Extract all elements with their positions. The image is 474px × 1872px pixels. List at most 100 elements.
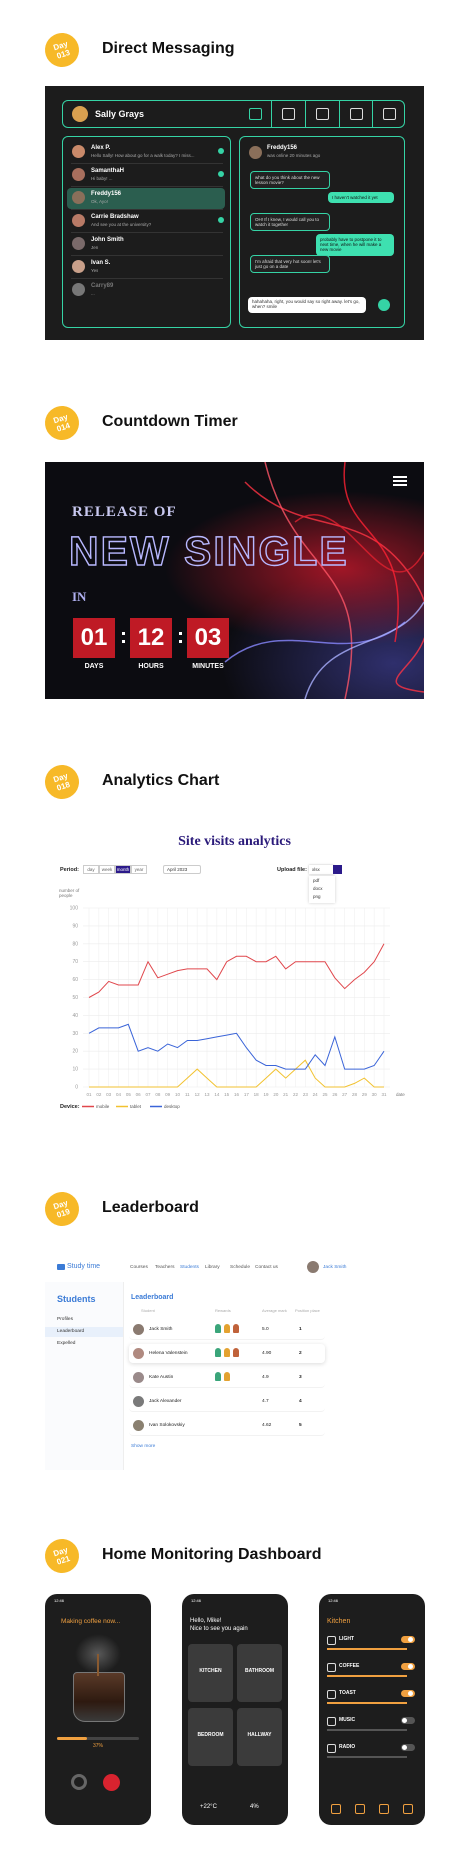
x-tick-label: 30 bbox=[372, 1092, 378, 1097]
y-tick-label: 90 bbox=[72, 923, 78, 929]
x-tick-label: 26 bbox=[332, 1092, 338, 1097]
analytics-panel: Site visits analytics Period: day week month… bbox=[45, 830, 424, 1114]
toggle-knob bbox=[408, 1664, 413, 1669]
contact-avatar bbox=[72, 214, 85, 227]
device-icon bbox=[327, 1636, 336, 1645]
colon-dot bbox=[179, 632, 182, 635]
nav-item: Courses bbox=[130, 1265, 148, 1270]
average-mark: 4.9 bbox=[262, 1375, 269, 1380]
x-tick-label: 12 bbox=[195, 1092, 201, 1097]
column-header: Average mark bbox=[262, 1308, 287, 1313]
chat-input: hahahaha, right, you would say so right … bbox=[248, 297, 366, 313]
y-tick-label: 70 bbox=[72, 959, 78, 965]
toolbar-icon bbox=[282, 108, 295, 120]
student-name: Ivan Solokovskiy bbox=[149, 1423, 185, 1428]
streak bbox=[304, 601, 424, 699]
send-button bbox=[378, 299, 390, 311]
status-time: 12:46 bbox=[191, 1598, 202, 1603]
coffee-stream bbox=[97, 1654, 99, 1676]
y-tick-label: 10 bbox=[72, 1067, 78, 1073]
in-text: IN bbox=[72, 589, 87, 604]
position-place: 5 bbox=[299, 1423, 302, 1428]
chat-status: was online 20 minutes ago bbox=[267, 153, 321, 158]
sidebar-item: Expelled bbox=[57, 1341, 76, 1346]
sidebar-title: Students bbox=[57, 1294, 96, 1304]
section-title: Home Monitoring Dashboard bbox=[102, 1546, 322, 1563]
contact-divider bbox=[71, 255, 223, 256]
nav-item: Teachers bbox=[155, 1265, 175, 1270]
contact-message: Ok, Ayo! bbox=[91, 199, 108, 204]
device-icon bbox=[327, 1744, 336, 1753]
toggle bbox=[401, 1744, 415, 1751]
toolbar-divider bbox=[271, 101, 272, 127]
unread-dot bbox=[218, 217, 224, 223]
nav-item: Contact us bbox=[255, 1265, 278, 1270]
format-option: docx bbox=[313, 886, 323, 891]
x-tick-label: 27 bbox=[342, 1092, 348, 1097]
position-place: 3 bbox=[299, 1375, 302, 1380]
position-place: 1 bbox=[299, 1327, 302, 1332]
contact-list: Alex P. Hello Sally! How about go for a w… bbox=[62, 136, 231, 328]
x-tick-label: 08 bbox=[155, 1092, 161, 1097]
light-streaks bbox=[224, 462, 424, 699]
x-tick-label: 05 bbox=[126, 1092, 132, 1097]
reward-icon bbox=[224, 1348, 230, 1357]
device-slider bbox=[327, 1702, 407, 1704]
reward-icon bbox=[224, 1324, 230, 1333]
legend-label: tablet bbox=[130, 1104, 142, 1109]
leaderboard-panel: Study time Courses Teachers Students Library… bbox=[45, 1244, 424, 1470]
period-button: week bbox=[99, 865, 115, 874]
series-line bbox=[88, 1023, 385, 1070]
contact-divider bbox=[71, 186, 223, 187]
contact-avatar bbox=[72, 260, 85, 273]
x-tick-label: 23 bbox=[303, 1092, 309, 1097]
day-badge: Day 018 bbox=[40, 760, 84, 804]
section-title: Direct Messaging bbox=[102, 40, 235, 57]
position-place: 4 bbox=[299, 1399, 302, 1404]
reward-icon bbox=[233, 1348, 239, 1357]
x-tick-label: 09 bbox=[165, 1092, 171, 1097]
streak bbox=[224, 621, 406, 663]
y-tick-label: 0 bbox=[75, 1085, 78, 1091]
room-label: HALLWAY bbox=[247, 1732, 272, 1738]
device-icon bbox=[327, 1663, 336, 1672]
user-avatar bbox=[72, 106, 88, 122]
x-tick-label: 10 bbox=[175, 1092, 181, 1097]
column-header: Student bbox=[141, 1308, 155, 1313]
contact-name: Freddy156 bbox=[91, 191, 122, 197]
x-tick-label: 28 bbox=[352, 1092, 358, 1097]
contact-name: Carrie Bradshaw bbox=[91, 214, 139, 220]
device-slider bbox=[327, 1756, 407, 1758]
time-label: MINUTES bbox=[192, 663, 224, 670]
x-tick-label: 06 bbox=[136, 1092, 142, 1097]
contact-message: Hello Sally! How about go for a walk tod… bbox=[91, 153, 195, 158]
reward-icon bbox=[224, 1372, 230, 1381]
series-line bbox=[88, 943, 385, 998]
time-label: HOURS bbox=[138, 663, 164, 670]
x-tick-label: 31 bbox=[381, 1092, 387, 1097]
sidebar-item: Leaderboard bbox=[57, 1329, 85, 1334]
messaging-panel: Sally Grays Alex P. Hello Sally! How about… bbox=[45, 86, 424, 340]
day-badge: Day 019 bbox=[40, 1187, 84, 1231]
nav-item: Schedule bbox=[230, 1265, 251, 1270]
contact-avatar bbox=[72, 145, 85, 158]
x-tick-label: 01 bbox=[86, 1092, 92, 1097]
y-tick-label: 20 bbox=[72, 1049, 78, 1055]
contact-message: ... bbox=[91, 291, 95, 296]
humidity: 4% bbox=[250, 1804, 259, 1810]
nav-item: Library bbox=[205, 1265, 220, 1270]
y-tick-label: 40 bbox=[72, 1013, 78, 1019]
sidebar-item: Profiles bbox=[57, 1317, 73, 1322]
student-name: Kate Austin bbox=[149, 1375, 174, 1380]
format-option: png bbox=[313, 894, 321, 899]
chart: 0 10 20 30 40 50 60 70 80 90 100 01 02 03 04 05 06 07 08 09… bbox=[60, 906, 405, 1111]
time-box: 03 bbox=[187, 618, 229, 658]
x-tick-label: 29 bbox=[362, 1092, 368, 1097]
menu-line bbox=[393, 484, 407, 486]
x-tick-label: 11 bbox=[185, 1092, 190, 1097]
colon-dot bbox=[179, 640, 182, 643]
average-mark: 4.62 bbox=[262, 1423, 272, 1428]
student-name: Jack Alexander bbox=[149, 1399, 182, 1404]
time-label: DAYS bbox=[84, 663, 104, 670]
chat-message: I haven't watched it yet bbox=[328, 192, 394, 204]
